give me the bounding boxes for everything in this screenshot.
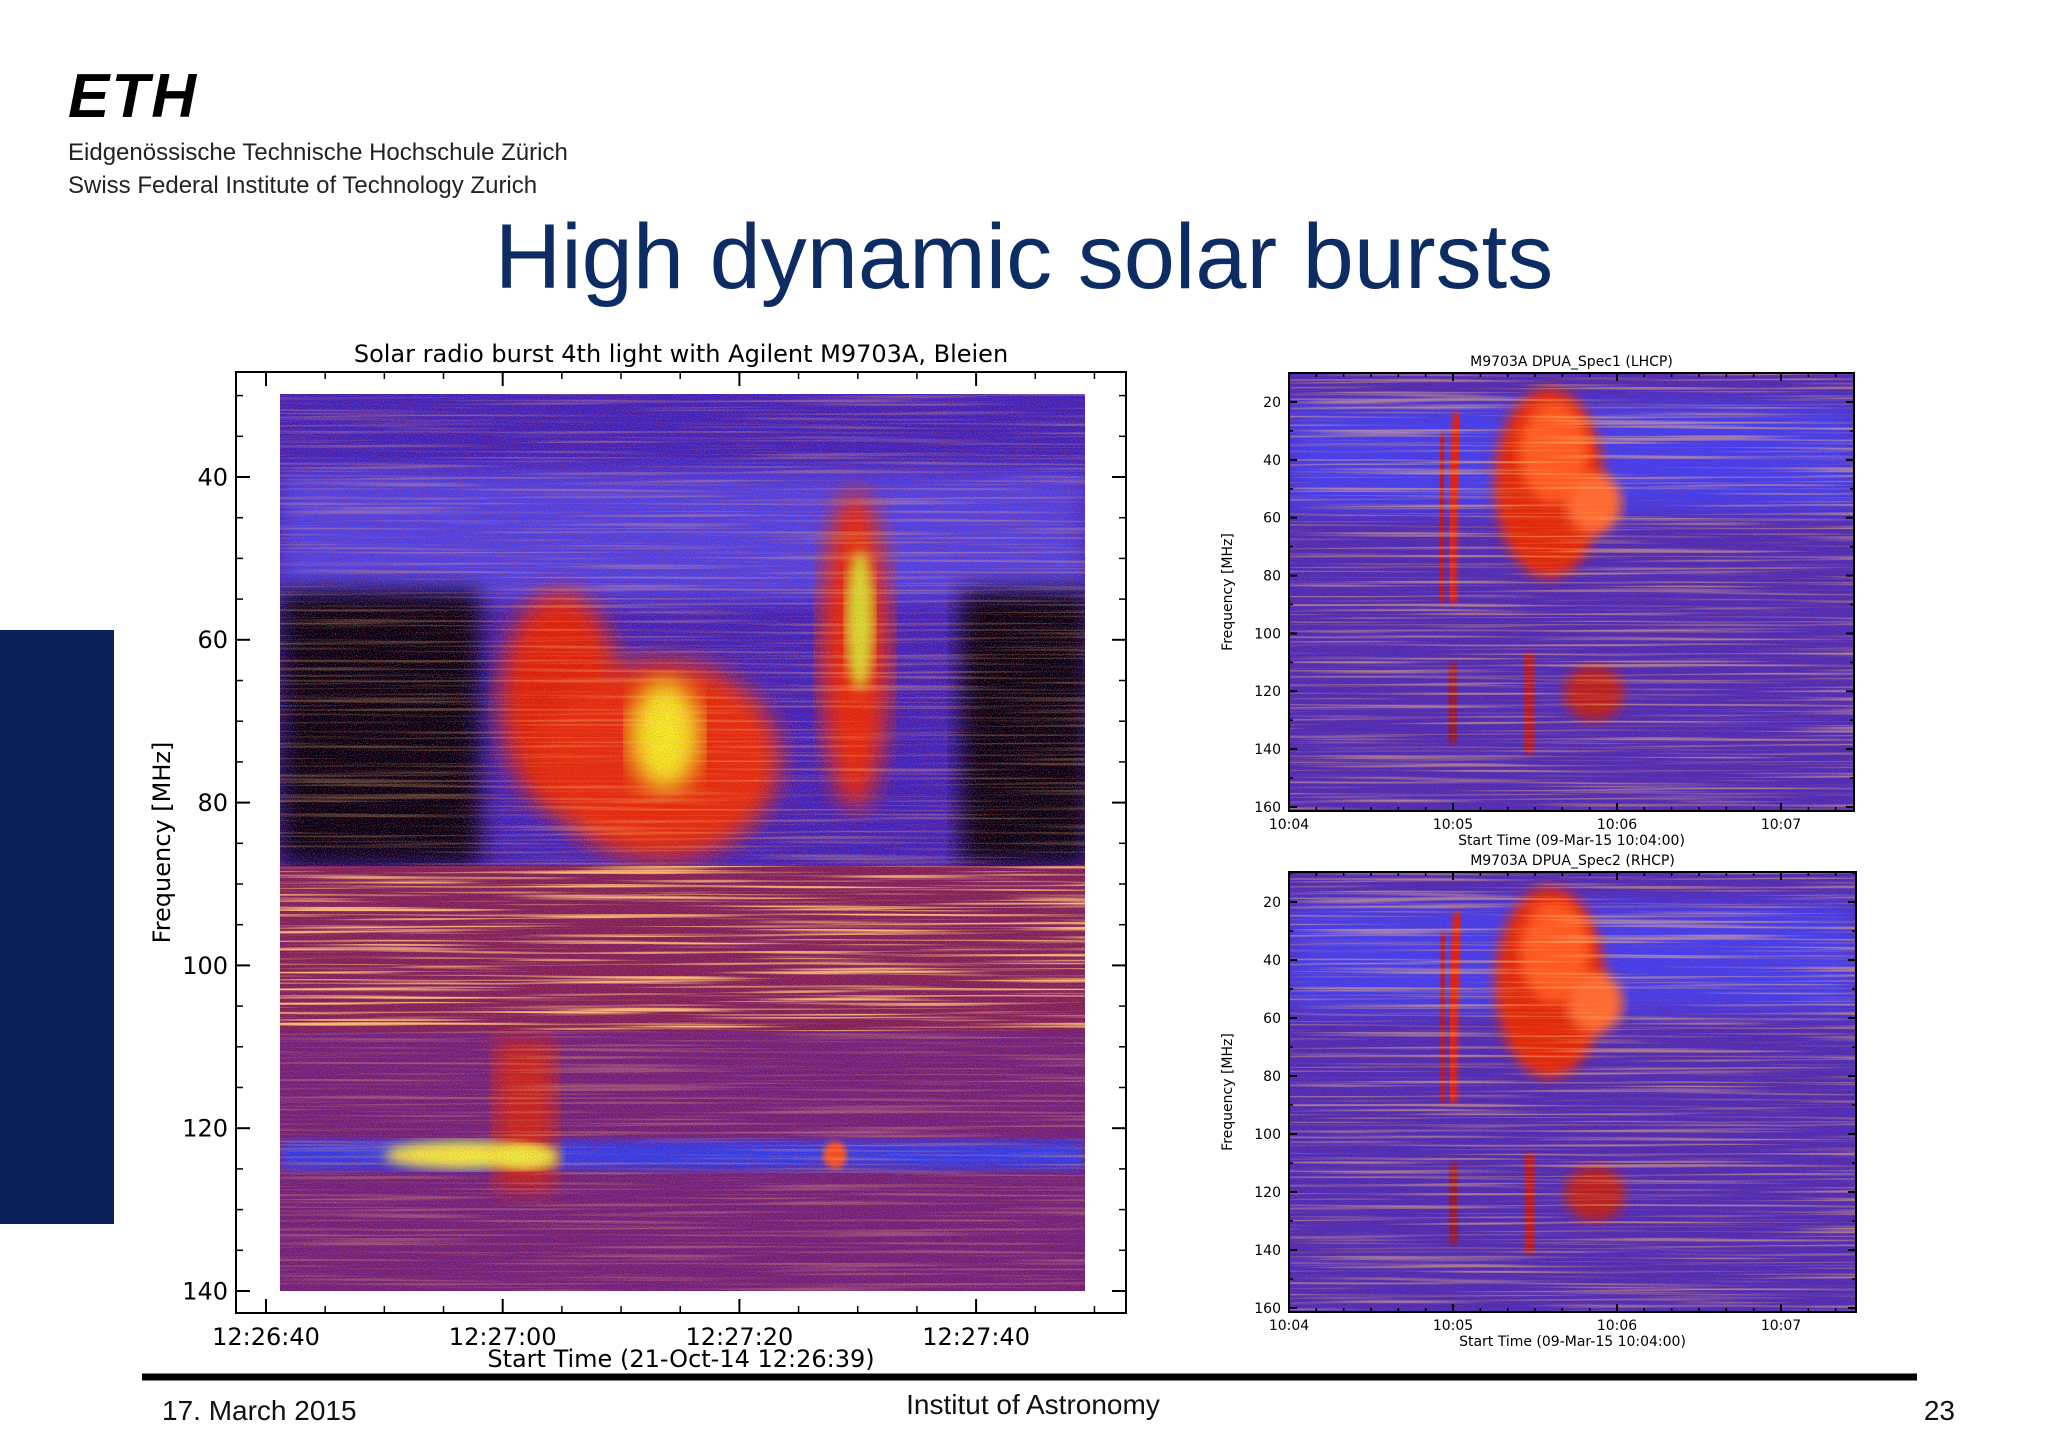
x-tick-label: 10:07 — [1761, 1318, 1801, 1334]
page-number: 23 — [1924, 1395, 1955, 1426]
x-axis-label: Start Time (21-Oct-14 12:26:39) — [487, 1345, 874, 1373]
spectrogram — [280, 394, 1085, 1291]
y-tick-label: 40 — [197, 463, 228, 491]
slide-title: High dynamic solar bursts — [495, 206, 1553, 308]
x-tick-label: 10:04 — [1269, 817, 1309, 833]
y-tick-label: 140 — [1254, 742, 1281, 758]
spectrogram — [1289, 373, 1854, 811]
y-tick-label: 120 — [182, 1115, 228, 1143]
y-tick-label: 60 — [197, 626, 228, 654]
spectrogram — [1289, 872, 1856, 1312]
plot-frame — [1288, 871, 1857, 1313]
y-tick-label: 100 — [1254, 626, 1281, 642]
y-tick-label: 140 — [1254, 1243, 1281, 1259]
y-tick-label: 120 — [1254, 684, 1281, 700]
y-tick-label: 40 — [1263, 453, 1281, 469]
y-tick-label: 20 — [1263, 395, 1281, 411]
x-tick-label: 10:06 — [1597, 1318, 1637, 1334]
y-tick-label: 100 — [182, 952, 228, 980]
y-tick-label: 60 — [1263, 1011, 1281, 1027]
plot-title: M9703A DPUA_Spec2 (RHCP) — [1470, 853, 1675, 869]
y-tick-label: 40 — [1263, 953, 1281, 969]
x-tick-label: 10:07 — [1761, 817, 1801, 833]
y-tick-label: 140 — [182, 1277, 228, 1305]
y-axis-label: Frequency [MHz] — [148, 742, 176, 944]
institution-name: Eidgenössische Technische Hochschule Zür… — [68, 139, 568, 166]
y-tick-label: 80 — [1263, 568, 1281, 584]
plot-title: M9703A DPUA_Spec1 (LHCP) — [1470, 354, 1673, 370]
y-tick-label: 160 — [1254, 800, 1281, 816]
x-tick-label: 12:27:20 — [686, 1323, 794, 1351]
x-tick-label: 10:05 — [1433, 1318, 1473, 1334]
y-tick-label: 80 — [197, 789, 228, 817]
footer-institute: Institut of Astronomy — [906, 1389, 1160, 1420]
x-tick-label: 12:27:00 — [449, 1323, 557, 1351]
y-tick-label: 80 — [1263, 1069, 1281, 1085]
footer-date: 17. March 2015 — [162, 1395, 357, 1426]
x-axis-label: Start Time (09-Mar-15 10:04:00) — [1459, 1334, 1686, 1350]
x-tick-label: 10:04 — [1269, 1318, 1309, 1334]
x-axis-label: Start Time (09-Mar-15 10:04:00) — [1458, 833, 1685, 849]
y-tick-label: 120 — [1254, 1185, 1281, 1201]
y-tick-label: 20 — [1263, 895, 1281, 911]
logo: ETH — [68, 62, 198, 131]
plot-frame — [1288, 372, 1855, 812]
x-tick-label: 10:05 — [1433, 817, 1473, 833]
side-bar — [0, 630, 114, 1224]
y-tick-label: 100 — [1254, 1127, 1281, 1143]
plot-frame — [235, 371, 1127, 1314]
institution-name-en: Swiss Federal Institute of Technology Zu… — [68, 172, 537, 199]
x-tick-label: 12:26:40 — [212, 1323, 320, 1351]
y-tick-label: 60 — [1263, 511, 1281, 527]
axes-layer: Solar radio burst 4th light with Agilent… — [148, 340, 1857, 1373]
plot-title: Solar radio burst 4th light with Agilent… — [354, 340, 1008, 368]
y-tick-label: 160 — [1254, 1301, 1281, 1317]
y-axis-label: Frequency [MHz] — [1220, 1033, 1236, 1151]
x-tick-label: 10:06 — [1597, 817, 1637, 833]
y-axis-label: Frequency [MHz] — [1220, 533, 1236, 651]
x-tick-label: 12:27:40 — [922, 1323, 1030, 1351]
